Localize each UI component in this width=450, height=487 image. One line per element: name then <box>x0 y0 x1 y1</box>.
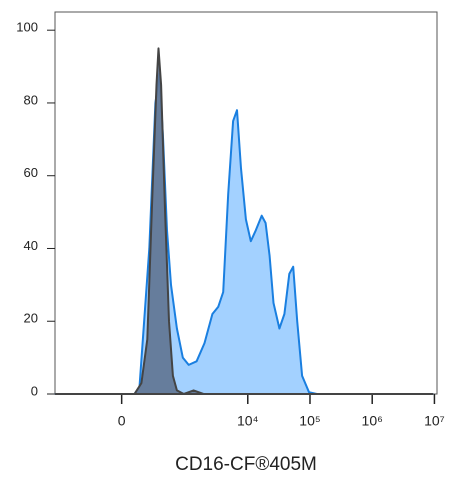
y-tick-label: 40 <box>24 238 38 253</box>
y-tick-label: 60 <box>24 165 38 180</box>
y-tick-label: 100 <box>16 20 38 35</box>
x-tick-label: 10⁵ <box>299 413 320 429</box>
histogram-area <box>54 72 434 395</box>
y-tick-label: 80 <box>24 92 38 107</box>
x-tick-label: 10⁴ <box>237 413 259 429</box>
x-axis-label: CD16-CF®405M <box>175 454 317 475</box>
y-tick-label: 20 <box>24 311 38 326</box>
y-tick-label: 0 <box>31 383 38 398</box>
x-tick-label: 0 <box>118 413 126 429</box>
x-tick-label: 10⁷ <box>424 413 445 429</box>
histogram-area <box>54 47 434 395</box>
x-tick-label: 10⁶ <box>362 413 383 429</box>
